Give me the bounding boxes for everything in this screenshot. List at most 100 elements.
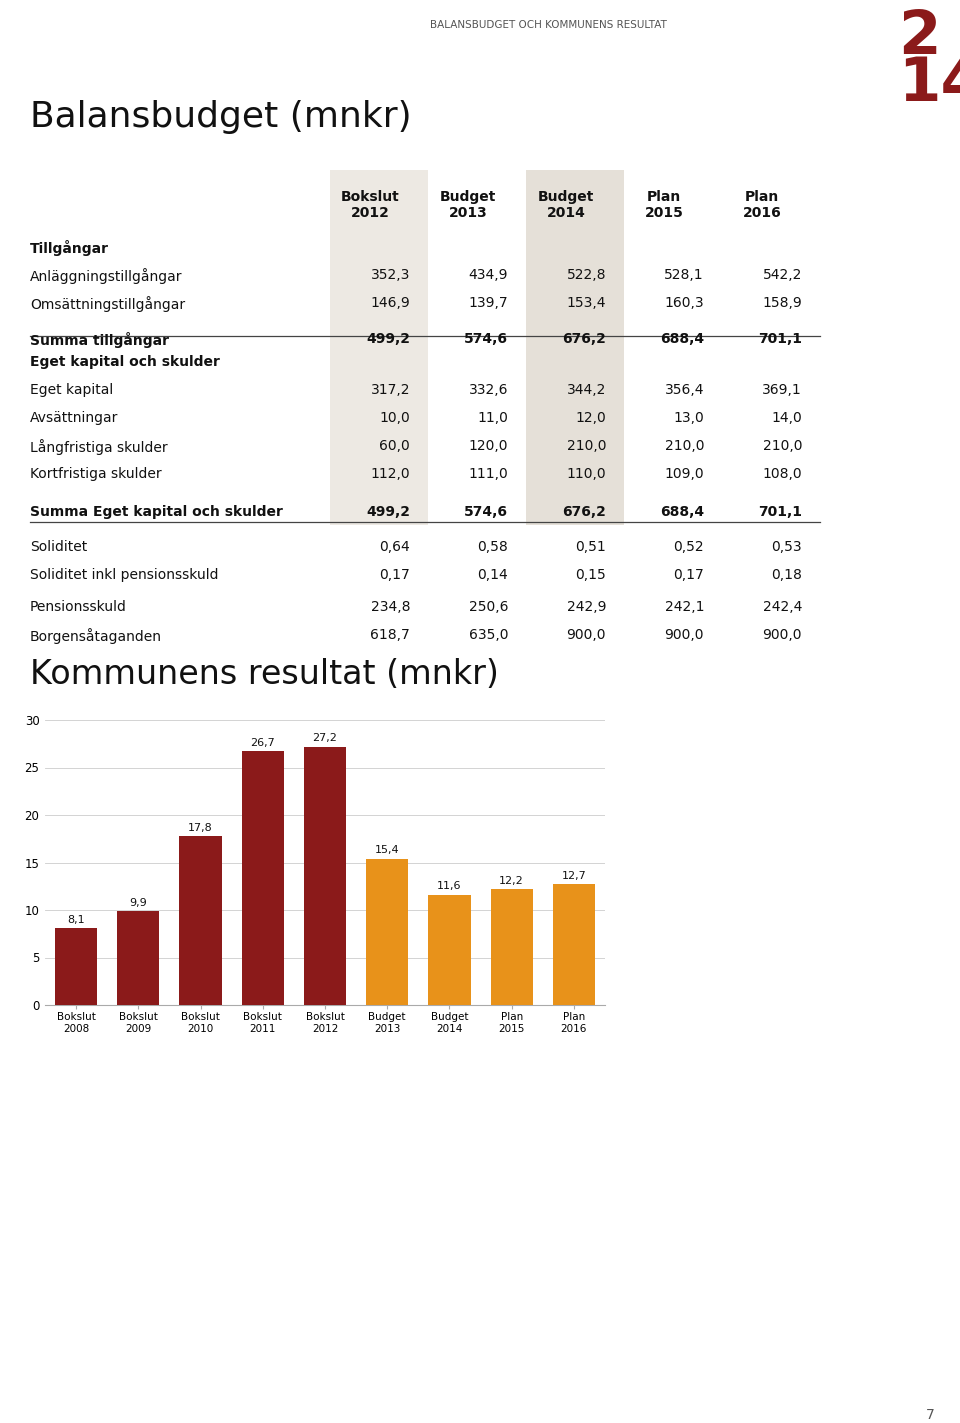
Text: 522,8: 522,8 <box>566 268 606 282</box>
Text: 676,2: 676,2 <box>563 505 606 519</box>
Text: 356,4: 356,4 <box>664 383 704 397</box>
Text: 12,7: 12,7 <box>562 871 587 881</box>
Text: 160,3: 160,3 <box>664 296 704 310</box>
Text: 12,2: 12,2 <box>499 875 524 885</box>
Text: 0,52: 0,52 <box>673 539 704 554</box>
Text: 210,0: 210,0 <box>566 440 606 453</box>
Text: 0,17: 0,17 <box>673 568 704 582</box>
Text: 139,7: 139,7 <box>468 296 508 310</box>
Text: 2: 2 <box>898 9 941 67</box>
Bar <box>304 747 347 1005</box>
Bar <box>117 911 159 1005</box>
Text: 60,0: 60,0 <box>379 440 410 453</box>
Text: 111,0: 111,0 <box>468 467 508 481</box>
Text: Summa tillgångar: Summa tillgångar <box>30 332 169 349</box>
Text: Borgensåtaganden: Borgensåtaganden <box>30 628 162 645</box>
Text: 120,0: 120,0 <box>468 440 508 453</box>
Text: Summa Eget kapital och skulder: Summa Eget kapital och skulder <box>30 505 283 519</box>
Text: 434,9: 434,9 <box>468 268 508 282</box>
Text: 701,1: 701,1 <box>758 505 802 519</box>
Text: 109,0: 109,0 <box>664 467 704 481</box>
Bar <box>366 858 408 1005</box>
Text: 317,2: 317,2 <box>371 383 410 397</box>
Text: 0,14: 0,14 <box>477 568 508 582</box>
Text: 688,4: 688,4 <box>660 332 704 346</box>
Text: 234,8: 234,8 <box>371 601 410 613</box>
Text: 15,4: 15,4 <box>375 845 399 855</box>
Text: 14: 14 <box>898 55 960 114</box>
Text: Soliditet inkl pensionsskuld: Soliditet inkl pensionsskuld <box>30 568 219 582</box>
Text: Budget: Budget <box>440 191 496 203</box>
Bar <box>491 889 533 1005</box>
Bar <box>428 895 470 1005</box>
Text: Kortfristiga skulder: Kortfristiga skulder <box>30 467 161 481</box>
Text: Avsättningar: Avsättningar <box>30 411 118 425</box>
Text: 7: 7 <box>925 1407 934 1422</box>
Text: 9,9: 9,9 <box>130 898 147 908</box>
Text: 17,8: 17,8 <box>188 822 213 832</box>
Text: 0,58: 0,58 <box>477 539 508 554</box>
Text: 0,17: 0,17 <box>379 568 410 582</box>
Text: 574,6: 574,6 <box>464 332 508 346</box>
Bar <box>553 884 595 1005</box>
Text: 13,0: 13,0 <box>673 411 704 425</box>
Text: 2015: 2015 <box>644 206 684 221</box>
Text: 210,0: 210,0 <box>762 440 802 453</box>
Text: 11,6: 11,6 <box>437 881 462 891</box>
Text: 574,6: 574,6 <box>464 505 508 519</box>
Text: 110,0: 110,0 <box>566 467 606 481</box>
Text: Pensionsskuld: Pensionsskuld <box>30 601 127 613</box>
Text: 344,2: 344,2 <box>566 383 606 397</box>
Text: 112,0: 112,0 <box>371 467 410 481</box>
Text: 900,0: 900,0 <box>762 628 802 642</box>
Text: 12,0: 12,0 <box>575 411 606 425</box>
Text: Kommunens resultat (mnkr): Kommunens resultat (mnkr) <box>30 657 499 692</box>
Text: 900,0: 900,0 <box>566 628 606 642</box>
Text: BALANSBUDGET OCH KOMMUNENS RESULTAT: BALANSBUDGET OCH KOMMUNENS RESULTAT <box>430 20 667 30</box>
Text: 352,3: 352,3 <box>371 268 410 282</box>
Text: Balansbudget (mnkr): Balansbudget (mnkr) <box>30 100 412 134</box>
Text: 210,0: 210,0 <box>664 440 704 453</box>
Bar <box>55 928 97 1005</box>
Bar <box>330 169 428 525</box>
Text: 0,53: 0,53 <box>772 539 802 554</box>
Text: Omsättningstillgångar: Omsättningstillgångar <box>30 296 185 312</box>
Text: 701,1: 701,1 <box>758 332 802 346</box>
Text: 2012: 2012 <box>350 206 390 221</box>
Text: 153,4: 153,4 <box>566 296 606 310</box>
Text: Långfristiga skulder: Långfristiga skulder <box>30 440 168 455</box>
Bar <box>180 835 222 1005</box>
Text: 158,9: 158,9 <box>762 296 802 310</box>
Text: 635,0: 635,0 <box>468 628 508 642</box>
Text: 250,6: 250,6 <box>468 601 508 613</box>
Text: 676,2: 676,2 <box>563 332 606 346</box>
Bar <box>526 169 624 525</box>
Text: Bokslut: Bokslut <box>341 191 399 203</box>
Text: 10,0: 10,0 <box>379 411 410 425</box>
Text: Plan: Plan <box>647 191 682 203</box>
Text: 688,4: 688,4 <box>660 505 704 519</box>
Text: Tillgångar: Tillgångar <box>30 240 109 256</box>
Text: 618,7: 618,7 <box>371 628 410 642</box>
Text: Plan: Plan <box>745 191 780 203</box>
Text: 146,9: 146,9 <box>371 296 410 310</box>
Text: 499,2: 499,2 <box>366 505 410 519</box>
Bar <box>242 751 284 1005</box>
Text: 108,0: 108,0 <box>762 467 802 481</box>
Text: Eget kapital och skulder: Eget kapital och skulder <box>30 354 220 369</box>
Text: 242,1: 242,1 <box>664 601 704 613</box>
Text: Budget: Budget <box>538 191 594 203</box>
Text: 0,18: 0,18 <box>771 568 802 582</box>
Text: 369,1: 369,1 <box>762 383 802 397</box>
Text: 542,2: 542,2 <box>762 268 802 282</box>
Text: 11,0: 11,0 <box>477 411 508 425</box>
Text: 2013: 2013 <box>448 206 488 221</box>
Text: Soliditet: Soliditet <box>30 539 87 554</box>
Text: 242,9: 242,9 <box>566 601 606 613</box>
Text: 26,7: 26,7 <box>251 739 276 748</box>
Text: 0,15: 0,15 <box>575 568 606 582</box>
Text: 332,6: 332,6 <box>468 383 508 397</box>
Text: 900,0: 900,0 <box>664 628 704 642</box>
Text: 14,0: 14,0 <box>771 411 802 425</box>
Text: 2014: 2014 <box>546 206 586 221</box>
